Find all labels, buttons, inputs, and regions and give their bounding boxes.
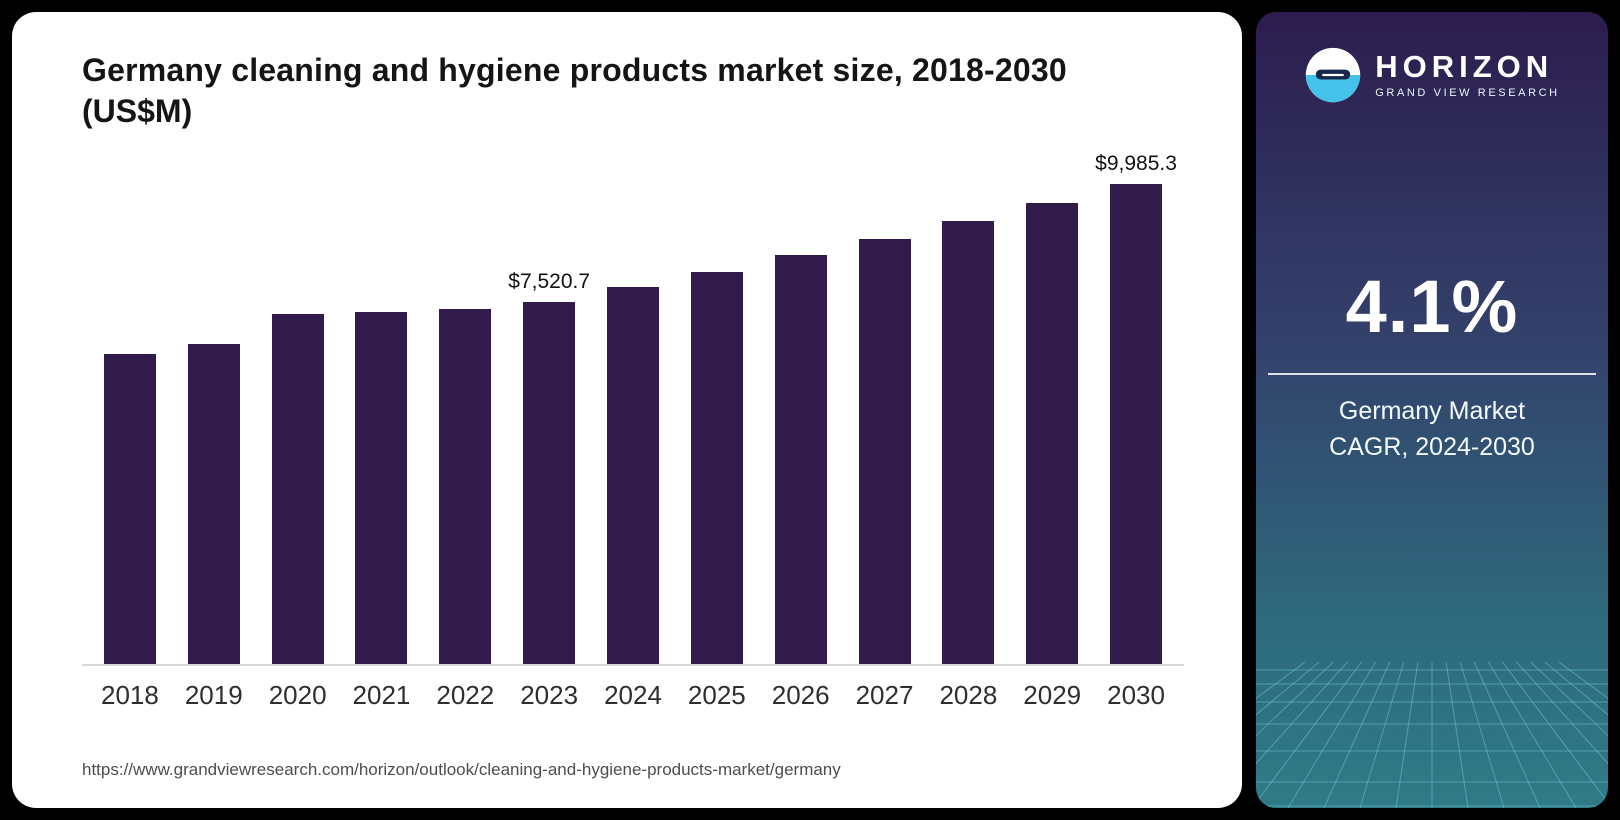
brand-text-block: HORIZON GRAND VIEW RESEARCH [1375,51,1559,99]
cagr-value: 4.1% [1345,265,1519,348]
divider-line [1268,373,1596,375]
bar-column [88,353,172,664]
bar-column [843,238,927,664]
bar-column [256,313,340,664]
brand-sidebar: HORIZON GRAND VIEW RESEARCH 4.1% Germany… [1256,12,1608,808]
chart-card: Germany cleaning and hygiene products ma… [12,12,1242,808]
cagr-label-line1: Germany Market [1338,397,1526,425]
x-axis-label: 2018 [101,679,159,710]
bar-value-label: $9,985.3 [1095,151,1177,175]
bar-column [172,343,256,664]
bar [523,301,576,664]
bar [774,254,827,664]
bar-column [1010,202,1094,664]
bar-column [759,254,843,664]
bar [271,313,324,664]
bar [103,353,156,664]
brand-name: HORIZON [1375,49,1554,84]
bar-chart: $7,520.7 $9,985.3 2018 2019 2020 2021 2022 202… [82,150,1184,711]
mesh-pattern [1256,658,1608,808]
x-axis-label: 2029 [1023,679,1082,710]
horizon-logo-icon [1304,46,1362,104]
x-axis-label: 2026 [771,679,830,710]
x-axis-label: 2020 [268,679,327,710]
bar-column [340,311,424,664]
bar [1026,202,1079,664]
x-axis-label: 2027 [855,679,914,710]
bar [355,311,408,664]
cagr-label: Germany Market CAGR, 2024-2030 [1329,393,1535,466]
bar-column [675,271,759,664]
bar-column [423,308,507,664]
x-axis-label: 2021 [352,679,411,710]
x-axis-label: 2028 [939,679,998,710]
bar-column [926,220,1010,664]
bar [942,220,995,664]
bar [606,286,659,664]
bar [439,308,492,664]
cagr-label-line2: CAGR, 2024-2030 [1329,433,1535,462]
x-axis-label: 2024 [604,679,662,710]
bar [187,343,240,664]
brand-subtitle: GRAND VIEW RESEARCH [1375,87,1560,99]
bar-column: $7,520.7 [507,270,591,664]
chart-subtitle: (US$M) [82,92,193,129]
bar [690,271,743,664]
bar [858,238,911,664]
x-axis-label: 2019 [184,679,243,710]
x-axis-label: 2023 [520,679,579,710]
brand-logo-row: HORIZON GRAND VIEW RESEARCH [1304,46,1559,104]
x-axis-label: 2022 [436,679,495,710]
bar-value-label: $7,520.7 [508,269,591,293]
bar-column [591,286,675,664]
bar-column: $9,985.3 [1094,152,1178,664]
chart-title: Germany cleaning and hygiene products ma… [82,52,1067,88]
x-axis-label: 2025 [687,679,746,710]
x-axis-label: 2030 [1107,679,1165,710]
x-axis-labels: 2018 2019 2020 2021 2022 2023 2024 2025 2026 2027… [82,680,1184,711]
mesh-graphic [1256,661,1608,808]
source-url: https://www.grandviewresearch.com/horizo… [82,760,841,779]
bars: $7,520.7 $9,985.3 [82,150,1184,666]
bar [1110,183,1163,664]
